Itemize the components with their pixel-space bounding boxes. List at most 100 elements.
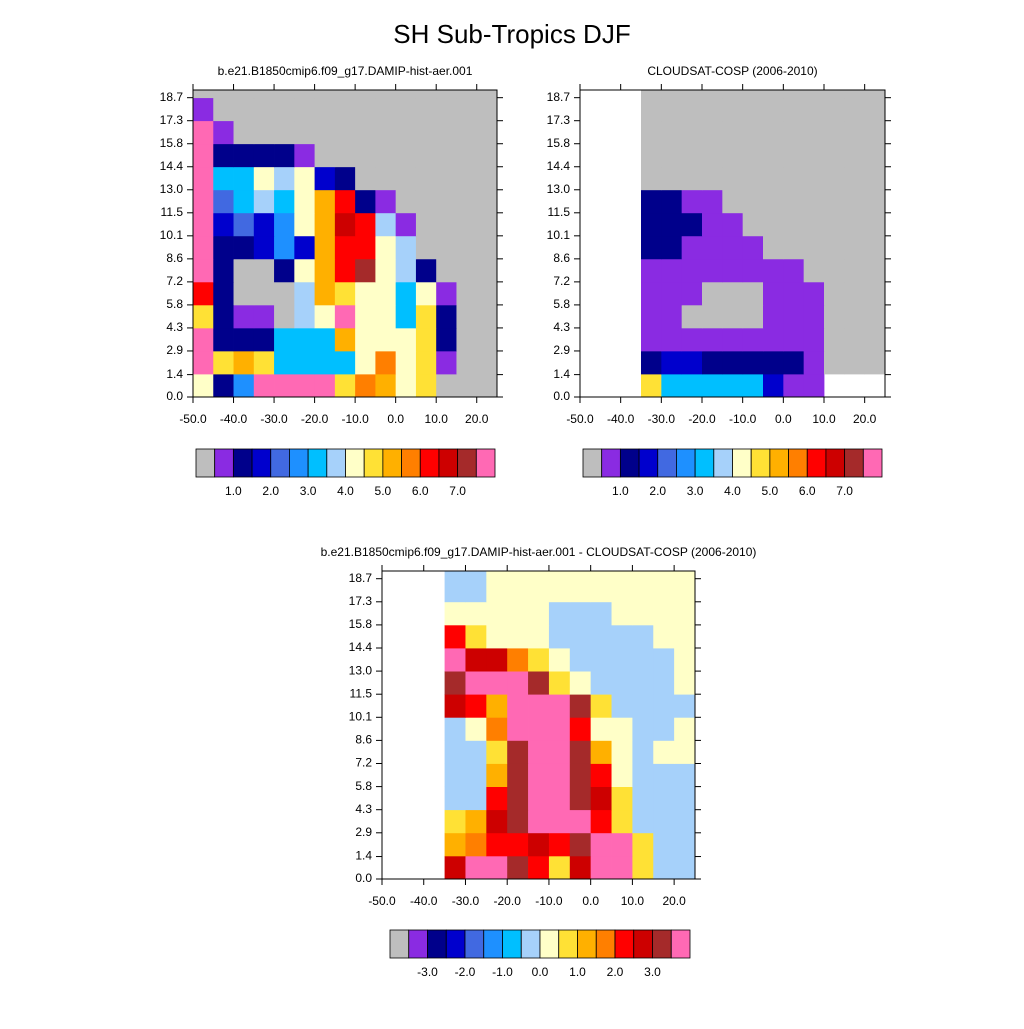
heat-cell	[763, 90, 784, 99]
heat-cell	[864, 258, 886, 283]
y-tick-label: 2.9	[553, 343, 570, 357]
heat-cell	[702, 327, 723, 352]
heat-cell	[742, 235, 764, 260]
heat-cell	[507, 740, 529, 764]
heat-cell	[193, 143, 214, 168]
heat-cell	[763, 327, 784, 352]
colorbar-box	[389, 929, 410, 959]
heat-cell	[465, 571, 487, 580]
colorbar-box	[464, 929, 485, 959]
heat-cell	[355, 281, 376, 306]
heat-cell	[763, 235, 784, 260]
heat-cell	[415, 212, 437, 237]
heat-cell	[444, 578, 466, 603]
heat-cell	[507, 809, 529, 834]
heat-cell	[193, 281, 214, 306]
x-tick-label: -10.0	[535, 894, 563, 908]
heat-cell	[294, 350, 315, 375]
heat-cell	[742, 166, 764, 191]
heat-cell	[213, 189, 234, 214]
heat-cell	[632, 763, 654, 787]
heat-cell	[456, 281, 478, 306]
heat-cell	[681, 120, 703, 145]
heat-cell	[611, 740, 633, 764]
heat-cell	[702, 258, 723, 283]
x-tick-label: -40.0	[410, 894, 438, 908]
colorbar-box	[657, 448, 677, 478]
colorbar-box	[445, 929, 466, 959]
heat-cell	[193, 373, 214, 398]
heat-cell	[395, 212, 417, 237]
heat-cell	[253, 350, 275, 375]
heat-cell	[507, 855, 529, 880]
heat-cell	[395, 189, 417, 214]
colorbar-box	[676, 448, 696, 478]
heat-cell	[193, 189, 214, 214]
heat-cell	[569, 624, 592, 649]
colorbar-box	[232, 448, 253, 478]
heat-cell	[436, 212, 457, 237]
heat-cell	[486, 601, 508, 626]
heat-cell	[355, 166, 376, 191]
heat-cell	[294, 281, 315, 306]
heat-cell	[803, 90, 825, 99]
heat-cell	[294, 166, 315, 191]
heat-cell	[314, 143, 336, 168]
heat-cell	[590, 601, 612, 626]
heat-cell	[436, 350, 457, 375]
heat-cell	[742, 327, 764, 352]
y-tick-label: 7.2	[553, 274, 570, 288]
heat-cell	[486, 763, 508, 787]
heat-cell	[507, 578, 529, 603]
colorbar-box	[652, 929, 672, 959]
heat-cell	[476, 327, 498, 352]
heat-cell	[674, 601, 696, 626]
heat-cell	[436, 143, 457, 168]
heat-cell	[783, 258, 805, 283]
colorbar-box	[862, 448, 883, 478]
heat-cell	[824, 189, 845, 214]
heat-cell	[444, 855, 466, 880]
heat-cell	[824, 97, 845, 122]
heat-cell	[476, 166, 498, 191]
heat-cell	[674, 809, 696, 834]
heat-cell	[486, 740, 508, 764]
heat-cell	[528, 578, 550, 603]
heat-cell	[314, 166, 336, 191]
heat-cell	[569, 855, 592, 880]
heat-cell	[722, 373, 744, 398]
heat-cell	[444, 832, 466, 857]
heat-cell	[803, 327, 825, 352]
y-tick-label: 8.6	[355, 733, 372, 747]
heat-cell	[507, 763, 529, 787]
heat-cell	[274, 212, 295, 237]
heat-cell	[763, 304, 784, 329]
heat-cell	[528, 740, 550, 764]
heat-cell	[233, 212, 255, 237]
heat-cell	[415, 120, 437, 145]
y-tick-label: 4.3	[166, 320, 183, 334]
colorbar-box	[558, 929, 578, 959]
heat-cell	[528, 786, 550, 811]
heat-cell	[844, 143, 866, 168]
heat-cell	[233, 189, 255, 214]
heat-cell	[569, 671, 592, 695]
heat-cell	[314, 350, 336, 375]
heat-cell	[294, 304, 315, 329]
heat-cell	[507, 786, 529, 811]
y-tick-label: 13.0	[160, 182, 184, 196]
heat-cell	[632, 809, 654, 834]
heat-cell	[436, 281, 457, 306]
heat-cell	[803, 166, 825, 191]
heat-cell	[844, 166, 866, 191]
heat-cell	[334, 212, 356, 237]
y-tick-label: 0.0	[355, 871, 372, 885]
heat-cell	[314, 327, 336, 352]
y-tick-label: 7.2	[355, 756, 372, 770]
heat-cell	[294, 120, 315, 145]
heat-cell	[653, 786, 675, 811]
y-tick-label: 18.7	[547, 90, 571, 104]
heat-cell	[476, 258, 498, 283]
heat-cell	[528, 624, 550, 649]
